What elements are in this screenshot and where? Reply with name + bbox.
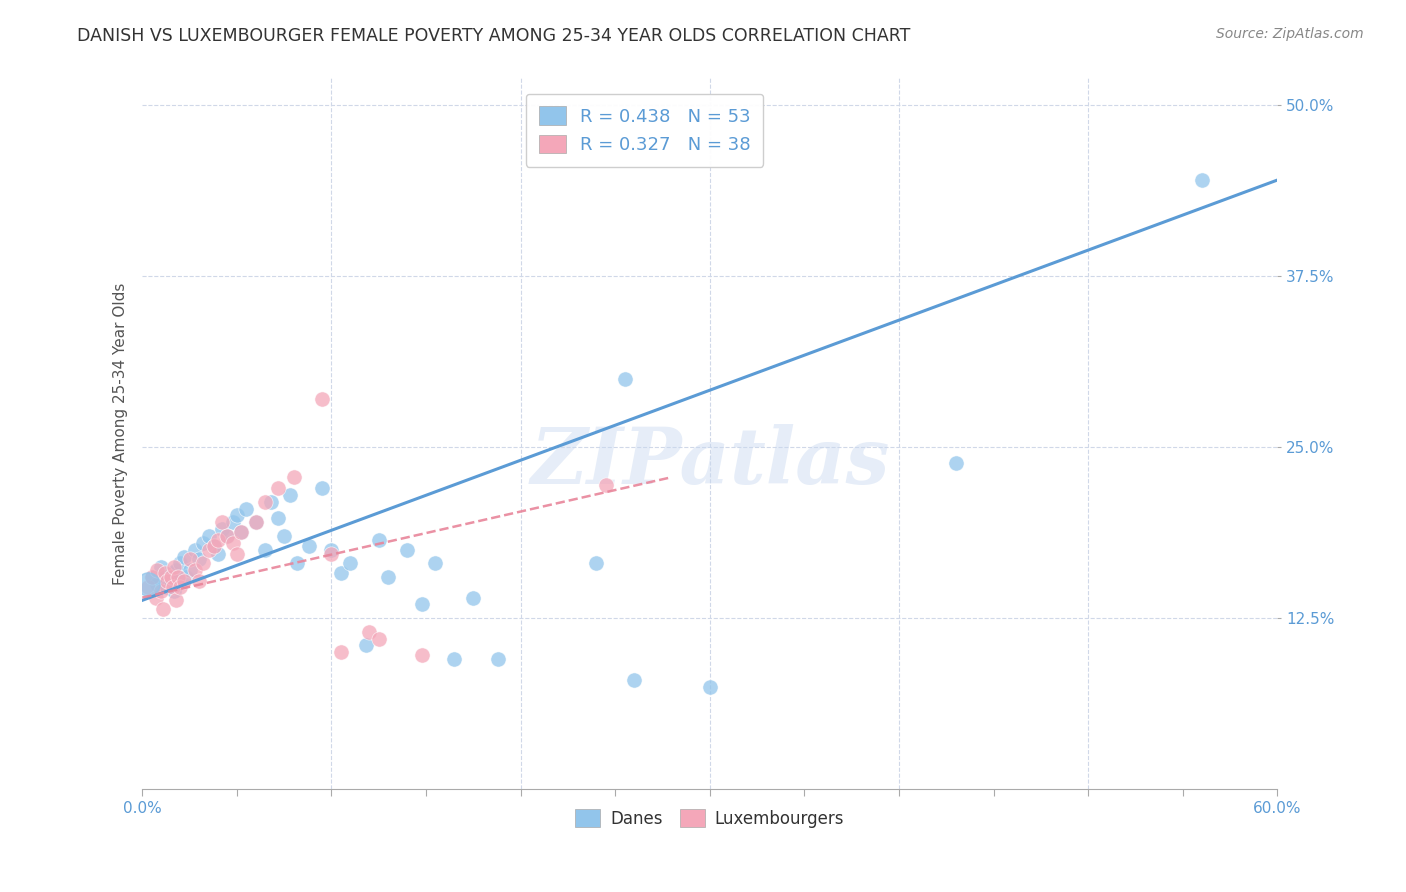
Point	[191, 536, 214, 550]
Point	[354, 639, 377, 653]
Point	[222, 516, 245, 530]
Point	[159, 570, 181, 584]
Point	[623, 673, 645, 687]
Point	[197, 529, 219, 543]
Point	[486, 652, 509, 666]
Point	[173, 574, 195, 589]
Point	[165, 563, 187, 577]
Point	[267, 511, 290, 525]
Point	[222, 536, 245, 550]
Point	[152, 601, 174, 615]
Point	[141, 570, 163, 584]
Point	[463, 591, 485, 605]
Point	[167, 573, 190, 587]
Point	[585, 557, 607, 571]
Point	[163, 560, 186, 574]
Point	[339, 557, 361, 571]
Point	[329, 566, 352, 580]
Point	[283, 470, 305, 484]
Point	[184, 563, 207, 577]
Point	[287, 557, 309, 571]
Point	[141, 570, 163, 584]
Point	[179, 563, 201, 577]
Point	[311, 392, 333, 406]
Point	[146, 563, 169, 577]
Point	[425, 557, 447, 571]
Text: Source: ZipAtlas.com: Source: ZipAtlas.com	[1216, 27, 1364, 41]
Point	[169, 580, 191, 594]
Point	[153, 566, 176, 580]
Point	[174, 570, 197, 584]
Point	[396, 542, 419, 557]
Point	[411, 598, 433, 612]
Point	[321, 547, 343, 561]
Point	[595, 478, 617, 492]
Point	[298, 539, 321, 553]
Point	[267, 481, 290, 495]
Point	[254, 542, 277, 557]
Point	[165, 593, 187, 607]
Point	[260, 495, 283, 509]
Point	[229, 524, 252, 539]
Y-axis label: Female Poverty Among 25-34 Year Olds: Female Poverty Among 25-34 Year Olds	[114, 282, 128, 584]
Point	[173, 549, 195, 564]
Point	[211, 516, 233, 530]
Point	[367, 533, 389, 547]
Point	[202, 539, 225, 553]
Point	[153, 570, 176, 584]
Point	[136, 580, 159, 594]
Point	[245, 516, 267, 530]
Point	[443, 652, 465, 666]
Point	[191, 557, 214, 571]
Point	[146, 577, 169, 591]
Point	[145, 591, 167, 605]
Point	[225, 547, 247, 561]
Point	[321, 542, 343, 557]
Point	[225, 508, 247, 523]
Point	[1191, 173, 1213, 187]
Point	[179, 552, 201, 566]
Point	[329, 645, 352, 659]
Point	[150, 583, 173, 598]
Point	[273, 529, 295, 543]
Point	[207, 533, 229, 547]
Point	[311, 481, 333, 495]
Point	[359, 624, 381, 639]
Point	[377, 570, 399, 584]
Point	[184, 542, 207, 557]
Point	[278, 488, 301, 502]
Point	[411, 648, 433, 662]
Point	[202, 539, 225, 553]
Point	[156, 574, 179, 589]
Point	[136, 577, 159, 591]
Point	[162, 566, 184, 580]
Point	[217, 529, 239, 543]
Point	[197, 542, 219, 557]
Point	[150, 560, 173, 574]
Point	[229, 524, 252, 539]
Point	[235, 501, 257, 516]
Legend: Danes, Luxembourgers: Danes, Luxembourgers	[569, 803, 851, 834]
Point	[245, 516, 267, 530]
Point	[167, 570, 190, 584]
Point	[162, 580, 184, 594]
Text: DANISH VS LUXEMBOURGER FEMALE POVERTY AMONG 25-34 YEAR OLDS CORRELATION CHART: DANISH VS LUXEMBOURGER FEMALE POVERTY AM…	[77, 27, 911, 45]
Point	[188, 552, 211, 566]
Point	[699, 680, 721, 694]
Point	[217, 529, 239, 543]
Point	[613, 371, 636, 385]
Point	[156, 580, 179, 594]
Point	[169, 557, 191, 571]
Point	[945, 457, 967, 471]
Point	[188, 574, 211, 589]
Point	[367, 632, 389, 646]
Point	[159, 574, 181, 589]
Point	[163, 583, 186, 598]
Text: ZIPatlas: ZIPatlas	[530, 424, 890, 500]
Point	[211, 522, 233, 536]
Point	[207, 547, 229, 561]
Point	[254, 495, 277, 509]
